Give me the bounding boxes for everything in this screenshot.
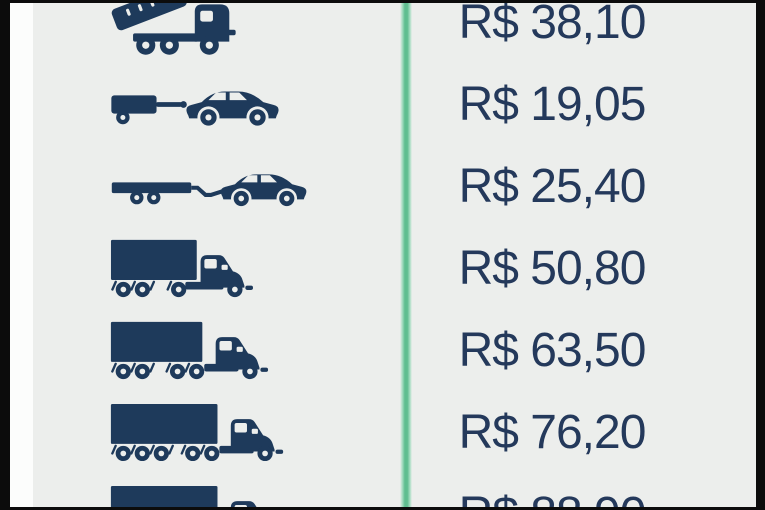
toll-price: R$ 88,90 [459, 487, 647, 508]
vehicle-icon-cell [33, 79, 406, 129]
table-row: R$ 25,40 [33, 145, 756, 227]
car-with-utility-trailer-icon [111, 91, 279, 129]
table-rows: R$ 38,10 [33, 3, 756, 507]
car-with-flatbed-trailer-icon [111, 174, 307, 209]
toll-price: R$ 63,50 [458, 323, 647, 377]
price-cell: R$ 25,40 [406, 159, 756, 214]
semi-truck-5-axle-icon [110, 321, 269, 379]
toll-price: R$ 38,10 [458, 3, 647, 49]
vehicle-icon-cell [33, 320, 406, 381]
table-row: R$ 76,20 [33, 391, 756, 473]
table-row: R$ 38,10 [33, 3, 756, 63]
vehicle-icon-cell [33, 484, 406, 507]
vehicle-icon-cell [33, 402, 406, 463]
toll-price: R$ 50,80 [458, 241, 647, 295]
vehicle-icon-cell [33, 161, 406, 211]
table-row: R$ 88,90 [33, 473, 756, 507]
toll-price: R$ 76,20 [458, 405, 647, 459]
table-row: R$ 19,05 [33, 63, 756, 145]
semi-truck-4-axle-icon [110, 239, 253, 297]
dump-truck-icon [111, 3, 236, 55]
vehicle-icon-cell [33, 238, 406, 299]
semi-truck-6-axle-icon [110, 403, 284, 461]
price-cell: R$ 63,50 [406, 323, 756, 378]
semi-truck-7-axle-icon [110, 485, 257, 507]
price-cell: R$ 50,80 [406, 241, 756, 296]
table-row: R$ 50,80 [33, 227, 756, 309]
toll-price: R$ 19,05 [458, 77, 647, 131]
price-cell: R$ 88,90 [406, 487, 756, 508]
table-row: R$ 63,50 [33, 309, 756, 391]
toll-price-table: R$ 38,10 [33, 3, 756, 507]
price-cell: R$ 38,10 [406, 3, 756, 50]
price-cell: R$ 76,20 [406, 405, 756, 460]
vehicle-icon-cell [33, 3, 406, 57]
left-white-strip [10, 3, 33, 507]
toll-price: R$ 25,40 [458, 159, 647, 213]
column-divider [400, 3, 412, 507]
price-cell: R$ 19,05 [406, 77, 756, 132]
